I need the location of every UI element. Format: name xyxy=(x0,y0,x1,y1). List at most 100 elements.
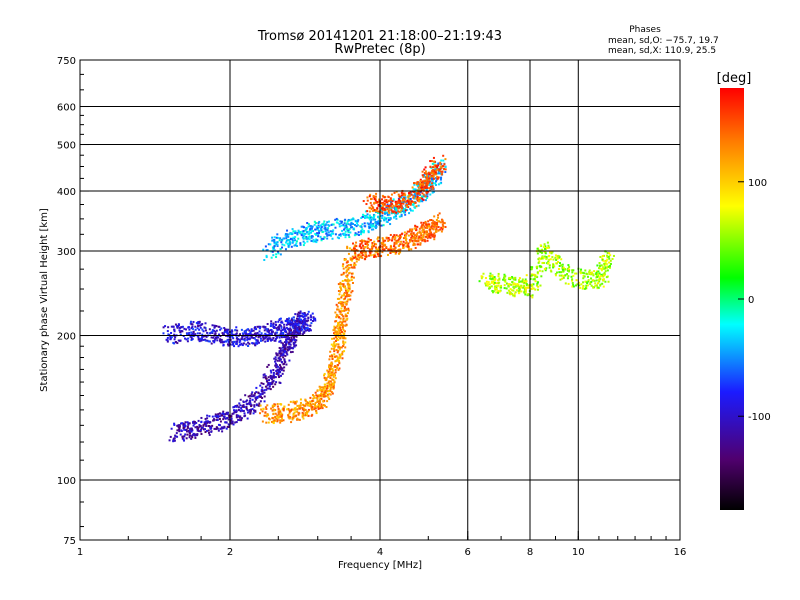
scatter-point xyxy=(345,271,348,274)
scatter-point xyxy=(338,330,341,333)
scatter-point xyxy=(277,371,280,374)
scatter-point xyxy=(317,222,320,225)
scatter-point xyxy=(611,257,614,260)
scatter-point xyxy=(439,165,442,168)
scatter-point xyxy=(338,225,341,228)
scatter-point xyxy=(218,418,221,421)
scatter-point xyxy=(300,233,303,236)
scatter-point xyxy=(279,413,282,416)
scatter-point xyxy=(231,335,234,338)
scatter-point xyxy=(190,336,193,339)
scatter-point xyxy=(279,358,282,361)
scatter-point xyxy=(237,406,240,409)
scatter-point xyxy=(441,220,444,223)
scatter-point xyxy=(250,329,253,332)
scatter-point xyxy=(344,266,347,269)
scatter-point xyxy=(297,311,300,314)
scatter-point xyxy=(332,382,335,385)
scatter-point xyxy=(562,270,565,273)
scatter-point xyxy=(398,205,401,208)
scatter-point xyxy=(183,327,186,330)
scatter-point xyxy=(299,406,302,409)
scatter-point xyxy=(397,235,400,238)
scatter-point xyxy=(372,224,375,227)
scatter-point xyxy=(294,407,297,410)
scatter-point xyxy=(274,364,277,367)
scatter-point xyxy=(320,227,323,230)
scatter-point xyxy=(429,219,432,222)
scatter-point xyxy=(397,212,400,215)
scatter-point xyxy=(437,216,440,219)
scatter-point xyxy=(338,348,341,351)
scatter-point xyxy=(336,357,339,360)
scatter-point xyxy=(319,235,322,238)
scatter-point xyxy=(336,308,339,311)
scatter-point xyxy=(241,405,244,408)
scatter-point xyxy=(187,422,190,425)
scatter-point xyxy=(278,350,281,353)
scatter-point xyxy=(488,285,491,288)
scatter-point xyxy=(439,178,442,181)
scatter-point xyxy=(350,275,353,278)
scatter-point xyxy=(319,401,322,404)
scatter-point xyxy=(598,272,601,275)
scatter-point xyxy=(582,277,585,280)
scatter-point xyxy=(265,328,268,331)
scatter-point xyxy=(281,328,284,331)
scatter-point xyxy=(536,281,539,284)
scatter-point xyxy=(347,282,350,285)
scatter-point xyxy=(309,314,312,317)
scatter-point xyxy=(339,326,342,329)
scatter-point xyxy=(428,232,431,235)
scatter-point xyxy=(594,284,597,287)
scatter-point xyxy=(526,286,529,289)
scatter-point xyxy=(359,225,362,228)
scatter-point xyxy=(287,341,290,344)
scatter-point xyxy=(251,408,254,411)
scatter-point xyxy=(361,256,364,259)
scatter-point xyxy=(407,247,410,250)
scatter-point xyxy=(353,256,356,259)
scatter-point xyxy=(398,201,401,204)
scatter-point xyxy=(263,329,266,332)
scatter-point xyxy=(290,408,293,411)
scatter-point xyxy=(301,415,304,418)
scatter-point xyxy=(439,182,442,185)
scatter-point xyxy=(341,353,344,356)
scatter-point xyxy=(276,405,279,408)
scatter-point xyxy=(590,284,593,287)
scatter-point xyxy=(437,220,440,223)
scatter-point xyxy=(303,328,306,331)
scatter-point xyxy=(321,407,324,410)
scatter-point xyxy=(336,327,339,330)
scatter-point xyxy=(416,196,419,199)
scatter-point xyxy=(407,245,410,248)
scatter-point xyxy=(421,200,424,203)
scatter-point xyxy=(264,406,267,409)
scatter-point xyxy=(283,244,286,247)
scatter-point xyxy=(362,200,365,203)
scatter-point xyxy=(571,285,574,288)
scatter-point xyxy=(359,243,362,246)
scatter-point xyxy=(203,428,206,431)
scatter-point xyxy=(232,412,235,415)
scatter-point xyxy=(346,278,349,281)
scatter-point xyxy=(428,172,431,175)
scatter-point xyxy=(320,403,323,406)
scatter-point xyxy=(391,206,394,209)
scatter-point xyxy=(278,376,281,379)
scatter-point xyxy=(325,392,328,395)
scatter-point xyxy=(427,190,430,193)
scatter-point xyxy=(603,264,606,267)
scatter-point xyxy=(426,239,429,242)
scatter-point xyxy=(321,395,324,398)
scatter-point xyxy=(431,166,434,169)
scatter-point xyxy=(508,290,511,293)
scatter-point xyxy=(264,337,267,340)
scatter-point xyxy=(225,328,228,331)
scatter-point xyxy=(560,264,563,267)
scatter-point xyxy=(193,422,196,425)
chart-subtitle: RwPretec (8p) xyxy=(334,42,425,57)
scatter-point xyxy=(223,331,226,334)
scatter-point xyxy=(437,229,440,232)
